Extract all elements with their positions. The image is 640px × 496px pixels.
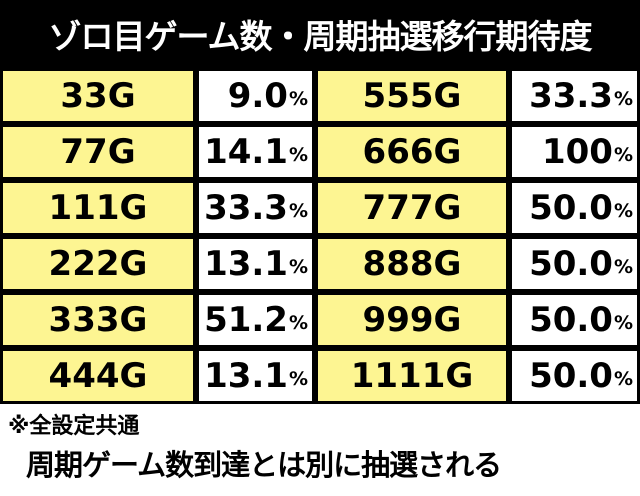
rate-value: 100 bbox=[541, 132, 613, 172]
rate-cell: 13.1% bbox=[196, 236, 315, 292]
game-count-cell: 77G bbox=[0, 124, 196, 180]
game-count-cell: 555G bbox=[315, 68, 509, 124]
percent-sign: % bbox=[613, 312, 633, 334]
rate-value: 50.0 bbox=[529, 356, 613, 396]
setting-note: ※全設定共通 bbox=[8, 414, 140, 439]
percent-sign: % bbox=[288, 144, 308, 166]
rate-cell: 50.0% bbox=[509, 292, 640, 348]
rate-cell: 9.0% bbox=[196, 68, 315, 124]
probability-table: 33G 9.0% 555G 33.3% 77G 14.1% 666G 100% … bbox=[0, 68, 640, 404]
rate-cell: 50.0% bbox=[509, 236, 640, 292]
rate-cell: 33.3% bbox=[196, 180, 315, 236]
percent-sign: % bbox=[288, 256, 308, 278]
rate-cell: 33.3% bbox=[509, 68, 640, 124]
percent-sign: % bbox=[288, 312, 308, 334]
game-count-cell: 666G bbox=[315, 124, 509, 180]
game-count-cell: 33G bbox=[0, 68, 196, 124]
percent-sign: % bbox=[613, 200, 633, 222]
rate-cell: 50.0% bbox=[509, 348, 640, 404]
game-count-cell: 999G bbox=[315, 292, 509, 348]
rate-value: 13.1 bbox=[204, 244, 288, 284]
game-count-cell: 444G bbox=[0, 348, 196, 404]
rate-value: 33.3 bbox=[529, 76, 613, 116]
game-count-cell: 888G bbox=[315, 236, 509, 292]
rate-cell: 13.1% bbox=[196, 348, 315, 404]
percent-sign: % bbox=[288, 368, 308, 390]
percent-sign: % bbox=[613, 368, 633, 390]
rate-value: 13.1 bbox=[204, 356, 288, 396]
table-title: ゾロ目ゲーム数・周期抽選移行期待度 bbox=[0, 0, 640, 68]
rate-value: 50.0 bbox=[529, 244, 613, 284]
lottery-note: 周期ゲーム数到達とは別に抽選される bbox=[26, 448, 502, 482]
rate-cell: 50.0% bbox=[509, 180, 640, 236]
game-count-cell: 333G bbox=[0, 292, 196, 348]
percent-sign: % bbox=[288, 200, 308, 222]
game-count-cell: 222G bbox=[0, 236, 196, 292]
rate-cell: 51.2% bbox=[196, 292, 315, 348]
game-count-cell: 777G bbox=[315, 180, 509, 236]
percent-sign: % bbox=[613, 256, 633, 278]
game-count-cell: 111G bbox=[0, 180, 196, 236]
rate-cell: 100% bbox=[509, 124, 640, 180]
rate-cell: 14.1% bbox=[196, 124, 315, 180]
rate-value: 50.0 bbox=[529, 188, 613, 228]
rate-value: 14.1 bbox=[204, 132, 288, 172]
percent-sign: % bbox=[288, 88, 308, 110]
rate-value: 33.3 bbox=[204, 188, 288, 228]
rate-value: 9.0 bbox=[227, 76, 288, 116]
game-count-cell: 1111G bbox=[315, 348, 509, 404]
rate-value: 51.2 bbox=[204, 300, 288, 340]
percent-sign: % bbox=[613, 88, 633, 110]
percent-sign: % bbox=[613, 144, 633, 166]
rate-value: 50.0 bbox=[529, 300, 613, 340]
